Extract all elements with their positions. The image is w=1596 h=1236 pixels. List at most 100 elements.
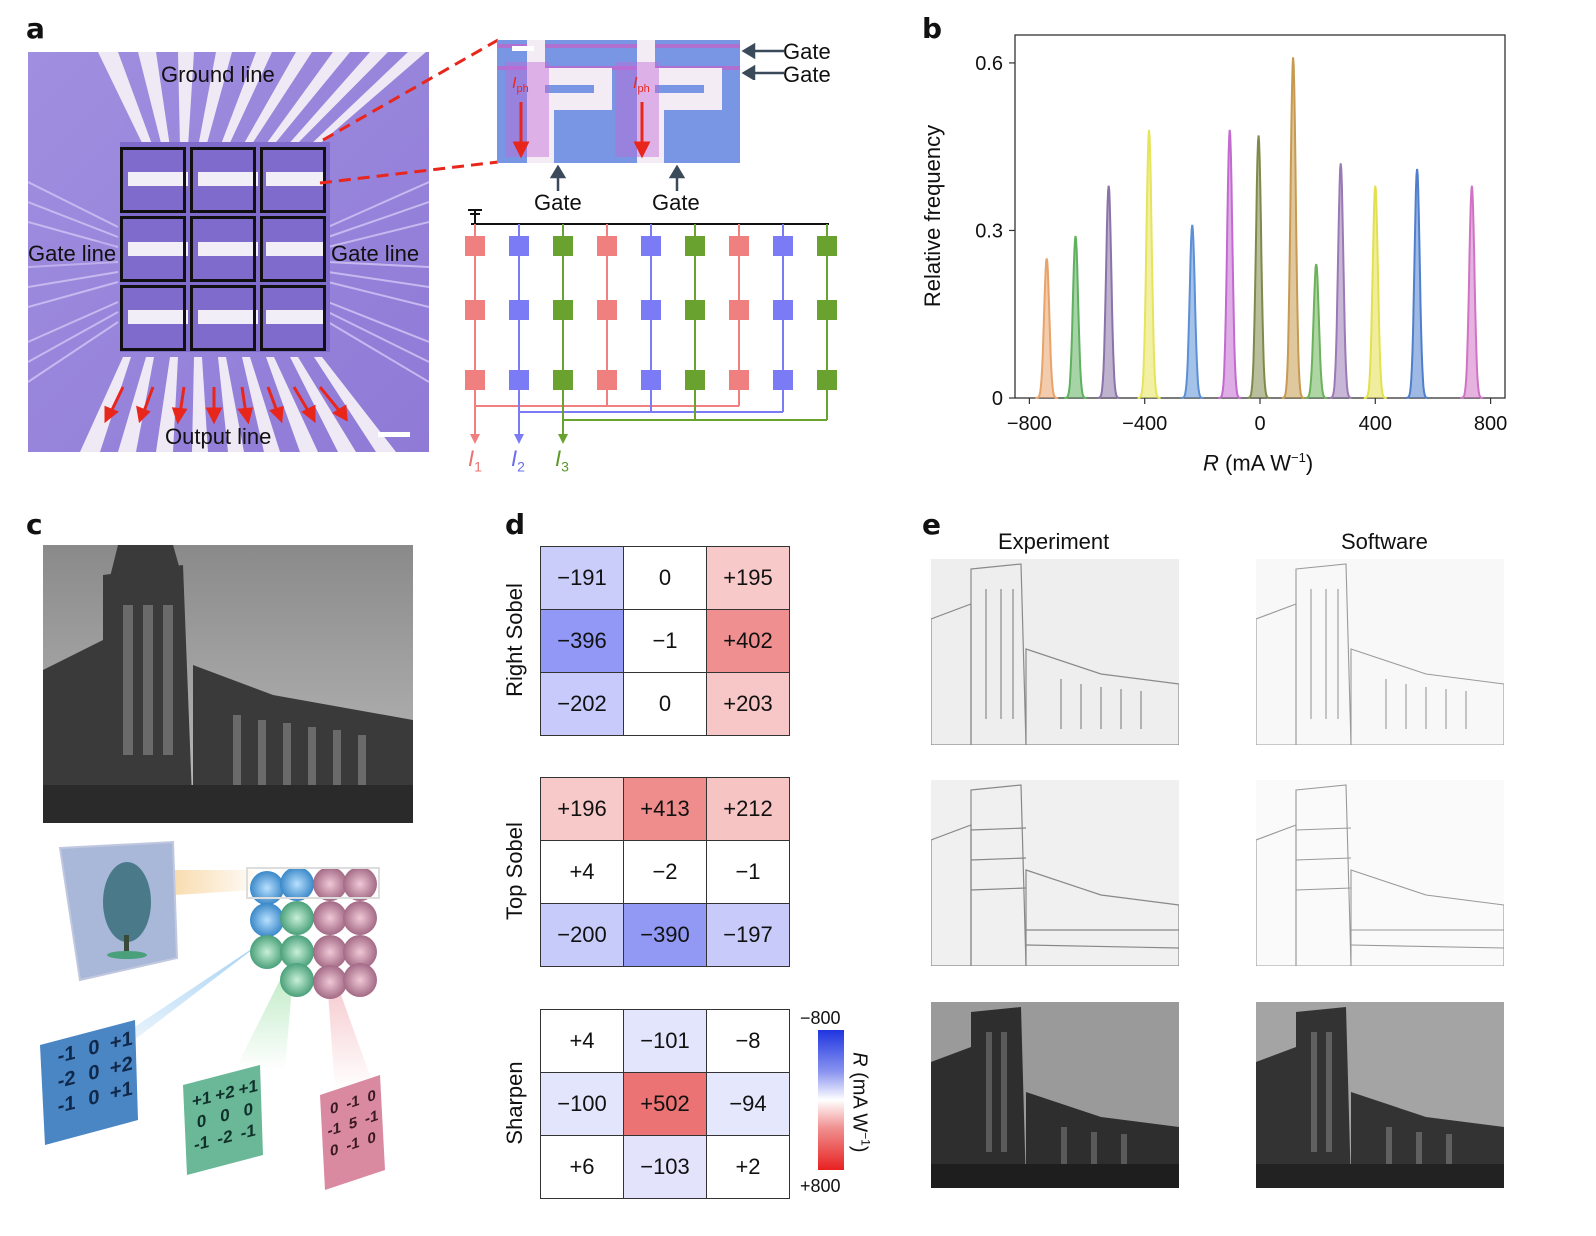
kernel-cell: −103: [623, 1135, 707, 1199]
kernel-cell: −197: [706, 903, 790, 967]
histogram-peak: [1329, 163, 1353, 398]
x-tick-label: −800: [1007, 413, 1052, 435]
histogram-peak: [1247, 135, 1271, 398]
chart-xlabel: R (mA W−1): [1203, 450, 1314, 476]
pixel-box: [190, 147, 256, 213]
fit-curve: [1304, 263, 1328, 399]
software-right-sobel-image: [1256, 559, 1504, 745]
photodetector-cell: [817, 300, 837, 320]
zoom-gate-top-label: Gate: [783, 39, 831, 64]
x-tick-label: 0: [1254, 413, 1265, 435]
fit-curve: [1097, 185, 1121, 399]
photodetector-cell: [729, 370, 749, 390]
histogram-peak: [1137, 129, 1161, 398]
experiment-right-sobel-image: [931, 559, 1179, 745]
panel-label-e: e: [922, 508, 941, 541]
x-tick-label: −400: [1122, 413, 1167, 435]
gate-arrows-up: [549, 165, 686, 191]
zoom-gate-bottom-label: Gate: [783, 62, 831, 87]
photodetector-cell: [817, 370, 837, 390]
histogram-peak: [1304, 264, 1328, 398]
output-arrows: [104, 386, 348, 425]
kernel-cell: 0: [623, 672, 707, 736]
output-i2: I2: [511, 446, 525, 475]
pixel-box: [190, 285, 256, 351]
photodetector-cell: [465, 236, 485, 256]
kernel-cell: −1: [623, 609, 707, 673]
column-header-experiment: Experiment: [998, 529, 1110, 554]
software-sharpen-image: [1256, 1002, 1504, 1188]
fit-curve: [1137, 129, 1161, 399]
photodetector-cell: [685, 236, 705, 256]
photodetector-cell: [773, 300, 793, 320]
kernel-cell: +212: [706, 777, 790, 841]
photodetector-cell: [773, 370, 793, 390]
experiment-sharpen-image: [931, 1002, 1179, 1188]
iph-label-left: Iph: [512, 75, 529, 96]
photodetector-cell: [553, 300, 573, 320]
fit-curve: [1247, 135, 1271, 399]
photodetector-cell: [685, 300, 705, 320]
kernel-cell: +402: [706, 609, 790, 673]
histogram-peak: [1363, 185, 1387, 398]
kernel-cell: −101: [623, 1009, 707, 1073]
zoom-inset: Iph Iph: [497, 40, 740, 163]
kernel-cell: +195: [706, 546, 790, 610]
output-i3: I3: [555, 446, 569, 475]
kernel-cell: −8: [706, 1009, 790, 1073]
fit-curve: [1460, 185, 1484, 399]
histogram-peak: [1180, 224, 1204, 398]
histogram-peak: [1218, 129, 1242, 398]
photodetector-cell: [509, 370, 529, 390]
y-tick-label: 0.6: [975, 53, 1003, 75]
column-header-software: Software: [1341, 529, 1428, 554]
output-i1: I1: [468, 446, 482, 475]
kernel-cell: +203: [706, 672, 790, 736]
panel-label-d: d: [505, 508, 526, 541]
kernel-cell: −1: [706, 840, 790, 904]
building-photo: [43, 545, 413, 823]
kernel-cell: +6: [540, 1135, 624, 1199]
kernel-cell: +502: [623, 1072, 707, 1136]
kernel-title-sharpen: Sharpen: [502, 1061, 527, 1145]
kernel-cell: −202: [540, 672, 624, 736]
photodetector-cell: [641, 370, 661, 390]
histogram-peak: [1281, 57, 1305, 399]
kernel-table-top-sobel: +196 +413 +212 +4 −2 −1 −200 −390 −197: [540, 777, 790, 967]
photodetector-cell: [509, 236, 529, 256]
pixel-box: [120, 285, 186, 351]
kernel-title-top-sobel: Top Sobel: [502, 822, 527, 920]
pixel-box: [260, 216, 326, 282]
fit-curve: [1064, 235, 1088, 399]
photodetector-cell: [597, 236, 617, 256]
x-tick-label: 800: [1474, 413, 1507, 435]
iph-label-right: Iph: [633, 75, 650, 96]
photodetector-cell: [685, 370, 705, 390]
photodetector-cell: [553, 236, 573, 256]
photodetector-cell: [817, 236, 837, 256]
device-micrograph: [28, 52, 429, 452]
colorbar-bottom-label: +800: [800, 1176, 841, 1196]
kernel-cell: +4: [540, 840, 624, 904]
kernel-cell: +4: [540, 1009, 624, 1073]
kernel-cell: −94: [706, 1072, 790, 1136]
kernel-cell: −390: [623, 903, 707, 967]
photodetector-cell: [509, 300, 529, 320]
frequency-chart: 0 0.3 0.6 −800 −400 0 400 800: [975, 34, 1507, 435]
fit-curve: [1180, 224, 1204, 399]
fit-curve: [1363, 185, 1387, 399]
zoom-gate-left-label: Gate: [534, 190, 582, 215]
kernel-cell: −2: [623, 840, 707, 904]
panel-label-a: a: [26, 12, 45, 45]
chart-ylabel: Relative frequency: [920, 124, 945, 308]
photodetector-cell: [553, 370, 573, 390]
fit-curve: [1281, 57, 1305, 399]
gate-arrows-right: [741, 42, 784, 80]
photodetector-cell: [773, 236, 793, 256]
software-top-sobel-image: [1256, 780, 1504, 966]
colorbar-top-label: −800: [800, 1008, 841, 1028]
kernel-cell: +2: [706, 1135, 790, 1199]
experiment-top-sobel-image: [931, 780, 1179, 966]
fit-curve: [1035, 258, 1059, 399]
